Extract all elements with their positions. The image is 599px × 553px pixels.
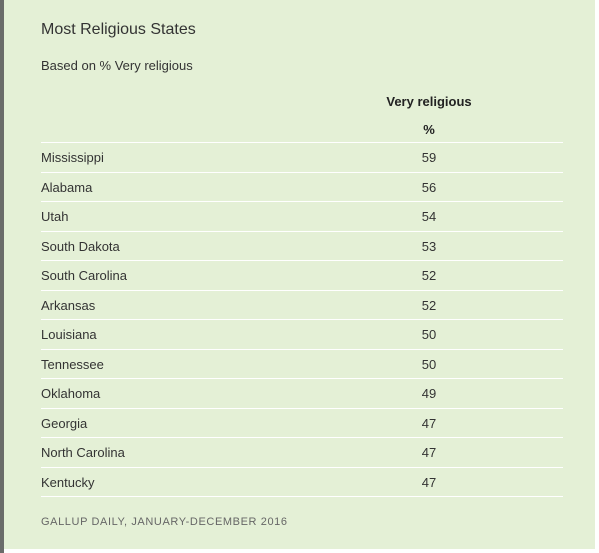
table-row: Tennessee 50 (41, 350, 563, 379)
very-religious-value: 54 (421, 209, 437, 224)
state-name: South Carolina (41, 268, 127, 283)
state-name: Arkansas (41, 297, 96, 313)
table-row: North Carolina 47 (41, 438, 563, 468)
table-row: Kentucky 47 (41, 468, 563, 497)
table-panel: Most Religious States Based on % Very re… (4, 0, 595, 549)
state-name: Kentucky (41, 474, 95, 490)
state-name: Mississippi (41, 150, 104, 165)
very-religious-value: 56 (421, 179, 437, 195)
very-religious-value: 59 (421, 150, 437, 165)
table-row: Alabama 56 (41, 173, 563, 202)
table-row: Oklahoma 49 (41, 379, 563, 409)
state-name: Oklahoma (41, 386, 101, 401)
table-row: Utah 54 (41, 202, 563, 232)
state-name: South Dakota (41, 238, 120, 254)
very-religious-value: 52 (421, 268, 437, 283)
source-note: GALLUP DAILY, JANUARY-DECEMBER 2016 (41, 516, 288, 528)
column-unit: % (423, 122, 435, 137)
table-row: Mississippi 59 (41, 143, 563, 173)
very-religious-value: 49 (421, 386, 437, 401)
state-name: Alabama (41, 179, 93, 195)
table-body: Mississippi 59 Alabama 56 Utah 54 South Dakota… (41, 143, 563, 497)
very-religious-value: 47 (421, 445, 437, 460)
table-row: South Carolina 52 (41, 261, 563, 291)
state-name: Tennessee (41, 356, 104, 372)
window-edge (0, 0, 4, 553)
chart-title: Most Religious States (41, 21, 196, 38)
very-religious-value: 50 (421, 327, 437, 342)
column-header: Very religious (386, 94, 472, 109)
table-row: Arkansas 52 (41, 291, 563, 320)
state-name: North Carolina (41, 445, 125, 460)
very-religious-value: 52 (421, 297, 437, 313)
chart-subtitle: Based on % Very religious (41, 58, 193, 73)
very-religious-value: 50 (421, 356, 437, 372)
very-religious-value: 47 (421, 415, 437, 431)
table-row: South Dakota 53 (41, 232, 563, 261)
very-religious-value: 47 (421, 474, 437, 490)
table-row: Georgia 47 (41, 409, 563, 438)
very-religious-value: 53 (421, 238, 437, 254)
state-name: Georgia (41, 415, 88, 431)
table-row: Louisiana 50 (41, 320, 563, 350)
header-divider (41, 142, 563, 143)
state-name: Utah (41, 209, 69, 224)
state-name: Louisiana (41, 327, 97, 342)
